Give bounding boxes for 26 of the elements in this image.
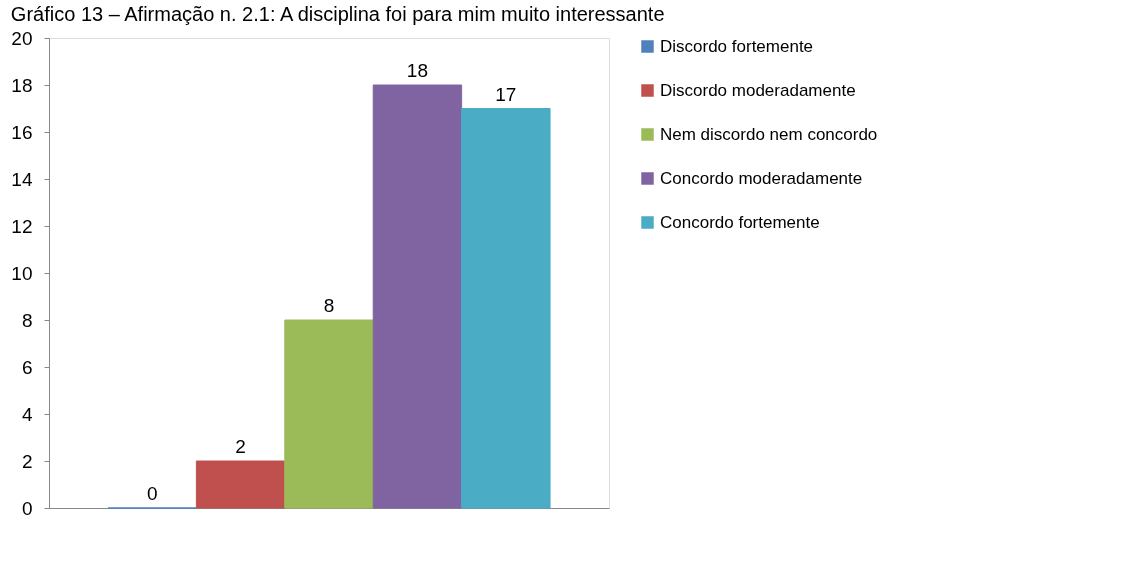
bar xyxy=(284,319,374,509)
bar xyxy=(461,108,551,509)
y-tick-label: 8 xyxy=(21,309,33,331)
y-tick-label: 12 xyxy=(11,215,33,237)
legend-label: Concordo moderadamente xyxy=(660,168,863,188)
data-label: 2 xyxy=(235,436,246,457)
data-label: 17 xyxy=(495,83,517,105)
y-tick-label: 14 xyxy=(11,168,33,190)
legend-label: Discordo moderadamente xyxy=(660,80,856,100)
bar xyxy=(372,84,463,509)
chart-title: Gráfico 13 – Afirmação n. 2.1: A disciplina foi para mim muito interessante xyxy=(10,3,665,25)
data-label: 0 xyxy=(146,483,158,504)
bar xyxy=(195,460,286,509)
y-tick-label: 16 xyxy=(11,121,33,143)
y-tick-label: 18 xyxy=(11,74,33,96)
y-tick-label: 0 xyxy=(21,497,33,519)
y-tick-label: 4 xyxy=(21,403,33,425)
y-tick-label: 10 xyxy=(11,262,33,284)
y-tick-label: 2 xyxy=(21,450,33,472)
data-label: 18 xyxy=(406,60,428,81)
data-label: 8 xyxy=(323,295,335,316)
legend-label: Nem discordo nem concordo xyxy=(660,124,878,144)
legend-label: Concordo fortemente xyxy=(660,212,820,232)
y-tick-label: 6 xyxy=(21,356,33,378)
legend-label: Discordo fortemente xyxy=(660,36,814,56)
y-tick-label: 20 xyxy=(11,27,33,49)
